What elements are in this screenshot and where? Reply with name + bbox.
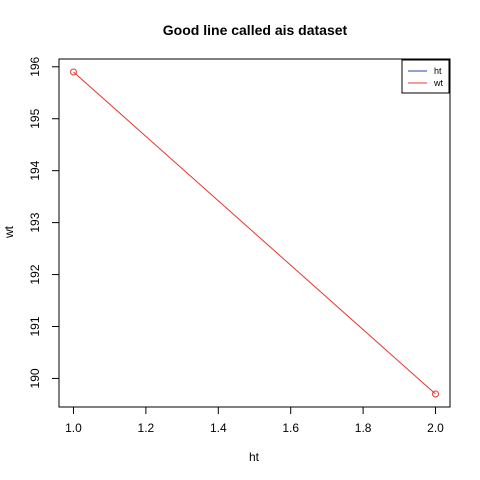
x-tick-label: 1.2 <box>138 421 155 435</box>
y-axis: 190 191 192 193 194 195 196 <box>28 56 60 388</box>
x-tick-label: 2.0 <box>427 421 444 435</box>
data-point-wt <box>69 68 77 76</box>
x-tick-label: 1.0 <box>65 421 82 435</box>
y-tick-label: 190 <box>28 368 42 388</box>
x-tick-label: 1.8 <box>355 421 372 435</box>
y-tick-label: 196 <box>28 56 42 76</box>
x-tick-label: 1.6 <box>282 421 299 435</box>
y-tick-label: 193 <box>28 212 42 232</box>
series-line-wt <box>73 71 436 395</box>
x-tick-label: 1.4 <box>210 421 227 435</box>
y-tick-label: 195 <box>28 108 42 128</box>
series-layer <box>69 68 440 398</box>
y-tick-label: 191 <box>28 316 42 336</box>
x-axis: 1.0 1.2 1.4 1.6 1.8 2.0 <box>65 406 444 435</box>
legend: ht wt <box>401 59 450 94</box>
y-tick-label: 192 <box>28 264 42 284</box>
legend-label-ht: ht <box>434 66 442 76</box>
y-tick-label: 194 <box>28 160 42 180</box>
y-axis-label: wt <box>2 225 16 239</box>
legend-box <box>401 59 450 94</box>
chart-title: Good line called ais dataset <box>163 22 348 38</box>
data-point-wt <box>432 390 440 398</box>
legend-label-wt: wt <box>433 78 443 88</box>
x-axis-label: ht <box>249 450 260 464</box>
